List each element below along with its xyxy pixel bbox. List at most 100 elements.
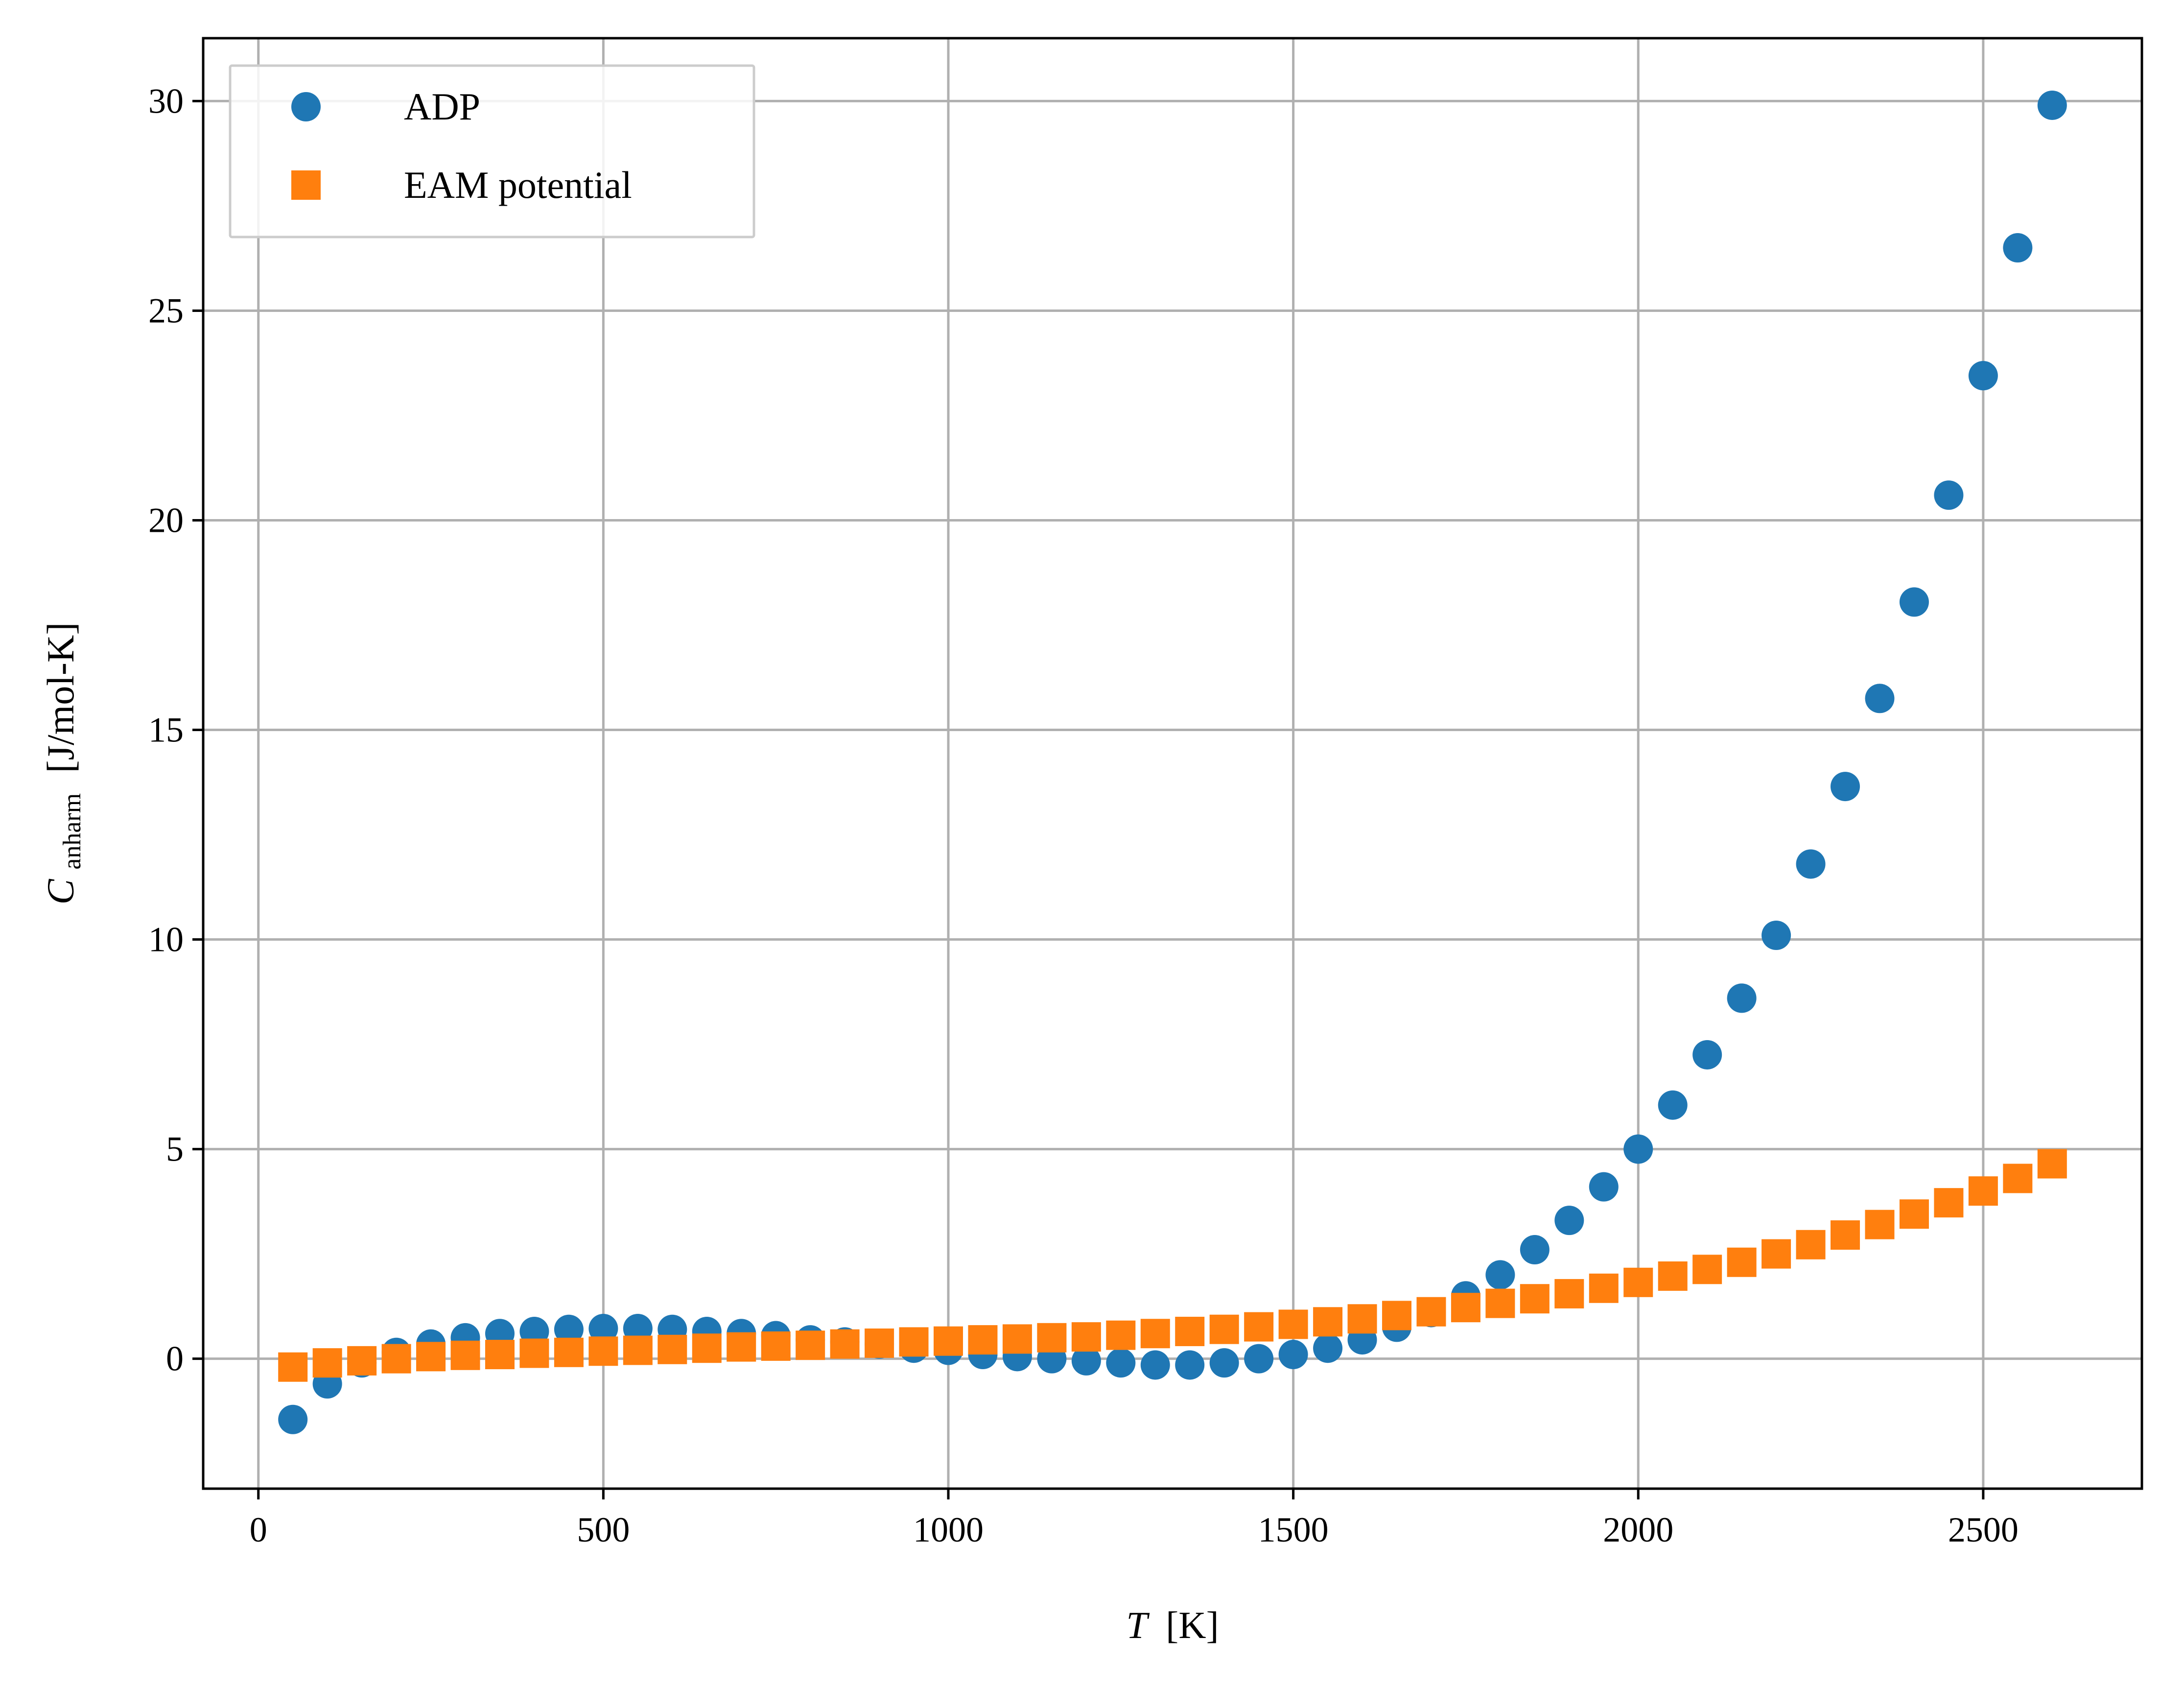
adp-point: [1692, 1040, 1722, 1069]
adp-point: [1831, 772, 1860, 802]
legend: ADP EAM potential: [229, 64, 755, 238]
adp-point: [1278, 1340, 1308, 1370]
eam-potential-point: [727, 1332, 756, 1362]
x-axis-label-variable: T: [1126, 1604, 1150, 1646]
eam-potential-point: [658, 1334, 687, 1364]
eam-potential-point: [1899, 1199, 1929, 1229]
y-tick-label: 0: [166, 1339, 184, 1378]
eam-potential-point: [1934, 1188, 1964, 1218]
adp-point: [2003, 233, 2033, 263]
adp-point: [1761, 920, 1791, 950]
eam-potential-point: [1865, 1210, 1895, 1239]
adp-point: [1934, 480, 1964, 510]
eam-potential-point: [1520, 1284, 1550, 1314]
x-tick-label: 0: [250, 1510, 267, 1549]
series-layer: [278, 90, 2067, 1434]
eam-potential-point: [588, 1336, 618, 1366]
eam-potential-point: [1278, 1309, 1308, 1339]
x-axis-label: T [K]: [1126, 1604, 1219, 1646]
eam-potential-point: [1831, 1220, 1860, 1250]
legend-marker-adp: [291, 92, 321, 121]
legend-box: [229, 64, 755, 238]
eam-potential-point: [1382, 1301, 1412, 1330]
eam-potential-point: [1451, 1293, 1480, 1323]
y-tick-label: 10: [148, 920, 184, 959]
eam-potential-point: [623, 1335, 653, 1365]
adp-point: [1244, 1344, 1274, 1374]
adp-point: [1796, 849, 1826, 879]
eam-potential-point: [1313, 1307, 1343, 1337]
x-tick-label: 500: [577, 1510, 630, 1549]
adp-point: [1589, 1172, 1619, 1202]
adp-point: [1865, 684, 1895, 713]
x-tick-label: 1500: [1258, 1510, 1329, 1549]
adp-point: [1968, 361, 1998, 391]
eam-potential-point: [1037, 1323, 1067, 1353]
adp-point: [278, 1404, 308, 1434]
adp-point: [1520, 1235, 1550, 1265]
y-tick-label: 15: [148, 711, 184, 750]
eam-potential-point: [485, 1340, 515, 1370]
eam-potential-point: [1347, 1304, 1377, 1334]
eam-potential-point: [519, 1338, 549, 1368]
adp-point: [2037, 90, 2067, 120]
eam-potential-point: [1140, 1319, 1170, 1349]
adp-point: [1106, 1348, 1136, 1378]
adp-point: [1727, 983, 1757, 1013]
eam-potential-point: [1727, 1247, 1757, 1277]
eam-potential-point: [761, 1331, 791, 1361]
adp-point: [1899, 587, 1929, 617]
eam-potential-point: [1589, 1273, 1619, 1303]
legend-label-adp: ADP: [404, 85, 480, 128]
eam-potential-point: [865, 1328, 894, 1358]
adp-point: [1175, 1350, 1205, 1380]
eam-potential-point: [692, 1333, 722, 1363]
x-tick-label: 2000: [1603, 1510, 1673, 1549]
grid-layer: [203, 38, 2142, 1489]
plot-frame: [202, 37, 2143, 1490]
x-axis-label-unit: [K]: [1166, 1604, 1219, 1646]
eam-potential-point: [968, 1325, 998, 1355]
eam-potential-point: [312, 1348, 342, 1378]
eam-potential-point: [796, 1330, 825, 1360]
y-axis-label-variable: C: [39, 879, 82, 904]
adp-point: [1658, 1090, 1688, 1120]
adp-point: [1485, 1260, 1515, 1290]
x-tick-label: 2500: [1948, 1510, 2019, 1549]
y-tick-label: 5: [166, 1130, 184, 1169]
eam-potential-point: [1106, 1320, 1136, 1350]
eam-potential-point: [2037, 1149, 2067, 1179]
y-axis-label-unit: [J/mol-K]: [39, 622, 82, 773]
eam-potential-point: [899, 1327, 929, 1357]
legend-marker-eam-potential: [291, 170, 321, 200]
eam-potential-point: [381, 1344, 411, 1374]
eam-potential-point: [1244, 1312, 1274, 1342]
eam-potential-point: [1485, 1288, 1515, 1318]
adp-point: [588, 1313, 618, 1343]
eam-potential-point: [1071, 1322, 1101, 1352]
eam-potential-point: [554, 1337, 584, 1367]
eam-potential-point: [1002, 1324, 1032, 1354]
adp-point: [554, 1314, 584, 1344]
legend-label-eam-potential: EAM potential: [404, 164, 632, 206]
adp-point: [1071, 1346, 1101, 1376]
y-tick-label: 25: [148, 291, 184, 330]
eam-potential-point: [1175, 1316, 1205, 1346]
eam-potential-point: [416, 1342, 446, 1372]
adp-point: [1554, 1206, 1584, 1235]
x-tick-label: 1000: [913, 1510, 984, 1549]
eam-potential-point: [347, 1346, 377, 1376]
adp-point: [1209, 1348, 1239, 1378]
eam-potential-point: [1761, 1239, 1791, 1269]
eam-potential-point: [450, 1340, 480, 1370]
eam-potential-point: [1416, 1297, 1446, 1327]
tick-layer: 0 500 1000 1500 2000 2500 0 5 10 15 20 25 30: [148, 81, 2019, 1549]
adp-point: [1313, 1333, 1343, 1363]
eam-potential-point: [830, 1329, 860, 1359]
eam-potential-point: [278, 1352, 308, 1382]
adp-point: [1140, 1350, 1170, 1380]
eam-potential-point: [1554, 1279, 1584, 1308]
